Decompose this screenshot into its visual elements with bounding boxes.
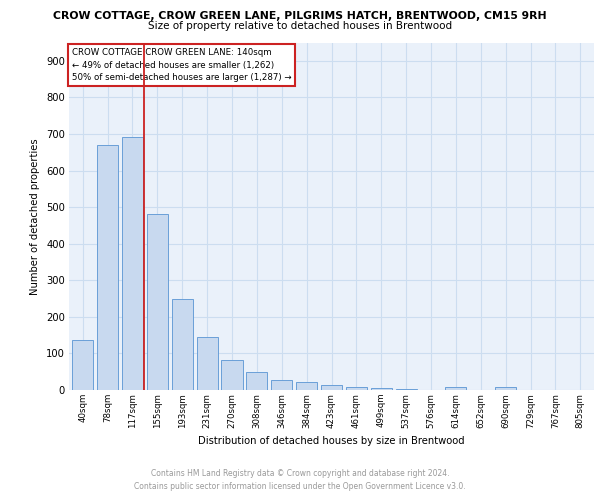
Bar [495,387,516,390]
Y-axis label: Number of detached properties: Number of detached properties [31,138,40,294]
Bar [221,360,242,390]
Bar [246,372,268,390]
X-axis label: Distribution of detached houses by size in Brentwood: Distribution of detached houses by size … [198,436,465,446]
Bar [72,340,93,390]
Text: Size of property relative to detached houses in Brentwood: Size of property relative to detached ho… [148,21,452,31]
Bar [395,388,417,390]
Bar [97,145,118,390]
Bar [172,300,193,390]
Bar [147,214,168,390]
Bar [271,380,292,390]
Bar [321,385,342,390]
Bar [197,337,218,390]
Bar [371,388,392,390]
Text: CROW COTTAGE CROW GREEN LANE: 140sqm
← 49% of detached houses are smaller (1,262: CROW COTTAGE CROW GREEN LANE: 140sqm ← 4… [71,48,291,82]
Bar [296,382,317,390]
Bar [445,387,466,390]
Text: CROW COTTAGE, CROW GREEN LANE, PILGRIMS HATCH, BRENTWOOD, CM15 9RH: CROW COTTAGE, CROW GREEN LANE, PILGRIMS … [53,11,547,21]
Bar [122,136,143,390]
Bar [346,386,367,390]
Text: Contains HM Land Registry data © Crown copyright and database right 2024.
Contai: Contains HM Land Registry data © Crown c… [134,469,466,491]
